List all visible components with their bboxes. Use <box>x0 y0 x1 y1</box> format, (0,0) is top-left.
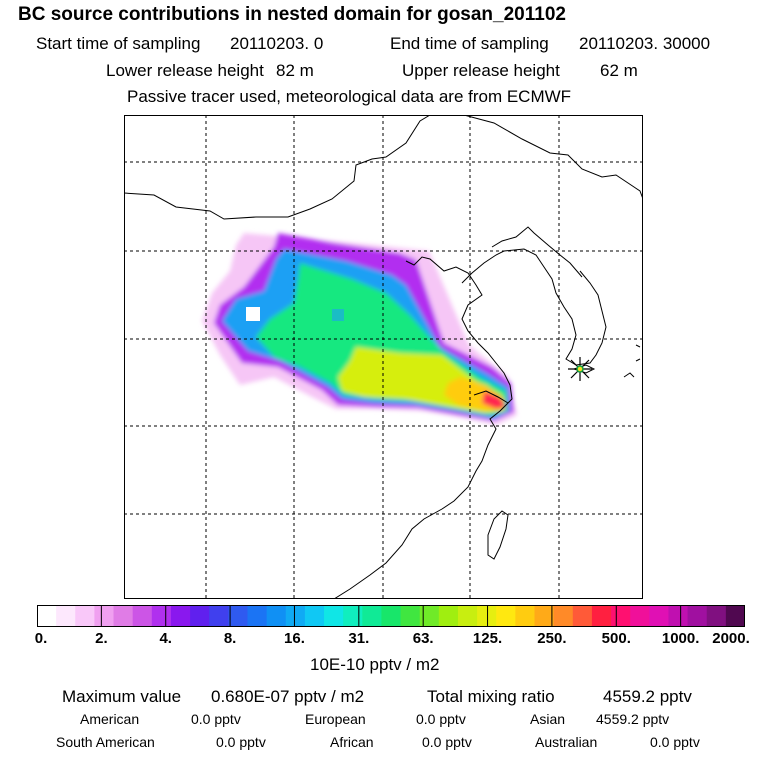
colorbar-cell <box>362 605 383 627</box>
colorbar-tick-label: 8. <box>223 630 237 647</box>
colorbar-cell <box>706 605 727 627</box>
colorbar-cell <box>496 605 516 627</box>
coastline-yangtze <box>473 390 509 404</box>
colorbar-cell <box>247 605 268 627</box>
total-mixing-value: 4559.2 pptv <box>603 687 692 706</box>
colorbar-cell <box>343 605 363 627</box>
region-value: 0.0 pptv <box>191 711 241 727</box>
colorbar-cell <box>132 605 153 627</box>
colorbar-tick-label: 4. <box>159 630 172 647</box>
colorbar-cell <box>649 605 670 627</box>
colorbar-cell <box>170 605 191 627</box>
colorbar-tick-label: 250. <box>537 630 567 647</box>
upper-release-value: 62 m <box>600 61 638 80</box>
coastline-china-east <box>333 256 513 599</box>
graticule <box>124 115 643 599</box>
receptor-marker <box>568 357 592 381</box>
region-value: 0.0 pptv <box>422 734 472 750</box>
colorbar-cell <box>591 605 612 627</box>
colorbar-cell <box>266 605 287 627</box>
max-value: 0.680E-07 pptv / m2 <box>211 687 365 706</box>
colorbar-cell <box>94 605 115 627</box>
colorbar-tick-label: 2000. <box>712 630 750 647</box>
colorbar-cell <box>381 605 402 627</box>
region-name: European <box>305 711 366 727</box>
colorbar-cell <box>572 605 593 627</box>
colorbar-cell <box>228 605 249 627</box>
colorbar-tick-label: 1000. <box>661 630 700 647</box>
region-name: South American <box>56 734 155 750</box>
colorbar-tick-label: 63. <box>412 630 434 647</box>
colorbar-cell <box>534 605 555 627</box>
coastlines <box>124 115 643 599</box>
colorbar-cell <box>285 605 306 627</box>
page-title: BC source contributions in nested domain… <box>18 4 566 25</box>
colorbar-tick-label: 2. <box>95 630 108 647</box>
colorbar-cell <box>611 605 631 627</box>
plume-patch <box>332 309 344 321</box>
colorbar-cell <box>438 605 459 627</box>
plume-level-7 <box>482 391 506 409</box>
colorbar-cell <box>37 605 57 627</box>
max-value-label: Maximum value <box>62 687 182 706</box>
colorbar-cell <box>56 605 76 627</box>
colorbar-cell <box>668 605 689 627</box>
colorbar-tick-label: 500. <box>601 630 631 647</box>
coastline-japan-islets <box>623 344 641 378</box>
colorbar-tick-label: 16. <box>284 630 305 647</box>
coastline-mongolia-border <box>124 115 431 220</box>
colorbar-tick-label: 125. <box>472 630 503 647</box>
total-mixing-label: Total mixing ratio <box>427 687 555 706</box>
region-name: American <box>80 711 140 727</box>
upper-release-label: Upper release height <box>402 61 560 80</box>
coastline-korea-west <box>503 248 607 366</box>
lower-release-value: 82 m <box>276 61 314 80</box>
colorbar-cell <box>304 605 325 627</box>
receptor-dot <box>576 365 584 373</box>
map-frame <box>124 115 643 599</box>
end-time-value: 20110203. 30000 <box>579 34 711 53</box>
colorbar-cell <box>630 605 650 627</box>
tracer-note: Passive tracer used, meteorological data… <box>127 87 572 106</box>
colorbar-frame <box>37 605 745 627</box>
region-name: Asian <box>530 711 566 727</box>
colorbar-cell <box>515 605 536 627</box>
start-time-label: Start time of sampling <box>36 34 201 53</box>
colorbar-cell <box>324 605 344 627</box>
colorbar-cell <box>190 605 210 627</box>
source-contribution-map <box>124 115 643 599</box>
coastline-korea-border <box>491 226 583 278</box>
lower-release-label: Lower release height <box>106 61 264 80</box>
colorbar-cell <box>687 605 708 627</box>
end-time-label: End time of sampling <box>390 34 549 53</box>
region-value: 0.0 pptv <box>650 734 700 750</box>
colorbar-cell <box>209 605 229 627</box>
coastline-taiwan <box>487 510 509 560</box>
colorbar-cell <box>457 605 478 627</box>
coastline-bohai <box>461 250 505 284</box>
colorbar-cell <box>151 605 172 627</box>
region-name: Australian <box>535 734 598 750</box>
start-time-value: 20110203. 0 <box>230 34 324 53</box>
colorbar-cell <box>419 605 440 627</box>
region-value: 4559.2 pptv <box>596 711 670 727</box>
colorbar-cell <box>553 605 574 627</box>
colorbar-units: 10E-10 pptv / m2 <box>310 655 440 674</box>
region-name: African <box>330 734 374 750</box>
colorbar-cell <box>75 605 96 627</box>
plume-hole <box>246 307 260 321</box>
colorbar <box>37 605 745 627</box>
colorbar-cell <box>477 605 497 627</box>
colorbar-cell <box>725 605 745 627</box>
region-value: 0.0 pptv <box>416 711 466 727</box>
colorbar-cell <box>400 605 421 627</box>
colorbar-cell <box>113 605 134 627</box>
colorbar-tick-label: 31. <box>348 630 370 647</box>
colorbar-tick-label: 0. <box>34 630 48 647</box>
region-value: 0.0 pptv <box>216 734 266 750</box>
